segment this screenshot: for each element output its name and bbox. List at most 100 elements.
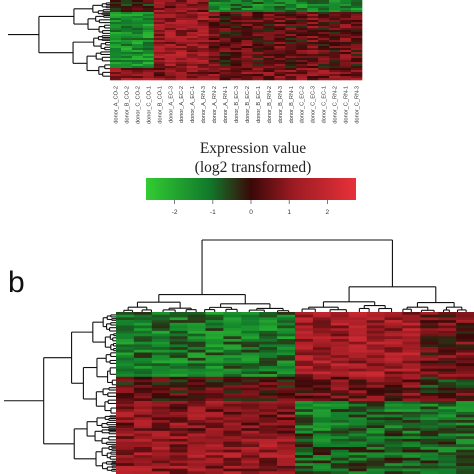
heatmap-b-cell [384, 368, 403, 372]
heatmap-a-cell [329, 52, 341, 55]
heatmap-a-cell [153, 60, 166, 63]
heatmap-b-cell [259, 344, 278, 348]
heatmap-b-cell [277, 390, 296, 394]
heatmap-a-cell [274, 32, 286, 35]
heatmap-a-cell [318, 4, 330, 7]
heatmap-b-cell [223, 390, 242, 394]
heatmap-b-cell [366, 428, 385, 432]
heatmap-b-cell [151, 422, 170, 426]
heatmap-b-cell [384, 312, 403, 315]
heatmap-b-cell [438, 441, 457, 445]
heatmap-b-cell [223, 366, 242, 369]
heatmap-b-cell [151, 455, 170, 459]
heatmap-a-cell [110, 68, 122, 71]
heatmap-a-cell [186, 0, 198, 3]
heatmap-a-cell [263, 42, 275, 45]
heatmap-b-cell [330, 433, 349, 437]
heatmap-b-cell [277, 471, 296, 474]
heatmap-b-cell [312, 320, 332, 324]
column-label: donor_B_EC-3 [234, 86, 240, 123]
heatmap-a-cell [197, 64, 209, 67]
heatmap-b-cell [438, 395, 457, 399]
heatmap-b-cell [205, 379, 224, 383]
heatmap-a-cell [263, 52, 275, 55]
heatmap-b-cell [438, 390, 457, 394]
heatmap-b-cell [259, 339, 278, 342]
heatmap-a-cell [219, 78, 231, 81]
heatmap-b-cell [205, 457, 224, 461]
heatmap-b-cell [259, 457, 278, 461]
heatmap-b-cell [366, 382, 385, 386]
heatmap-b-cell [312, 457, 332, 461]
heatmap-b-cell [151, 368, 170, 372]
heatmap-b-cell [312, 444, 332, 448]
heatmap-b-cell [456, 420, 474, 423]
heatmap-b-cell [384, 406, 403, 410]
heatmap-b-cell [402, 379, 421, 383]
heatmap-b-cell [312, 393, 332, 396]
heatmap-b-cell [277, 314, 296, 318]
heatmap-a-cell [208, 24, 220, 27]
heatmap-b-cell [187, 325, 206, 329]
column-label: donor_C_EC-1 [322, 86, 328, 123]
heatmap-a-cell [296, 52, 308, 55]
heatmap-b-cell [277, 333, 296, 337]
heatmap-b-cell [241, 312, 260, 315]
heatmap-b-cell [205, 325, 224, 329]
heatmap-b-cell [366, 444, 385, 448]
heatmap-b-cell [223, 430, 242, 434]
heatmap-a-cell [230, 2, 242, 5]
heatmap-b-cell [348, 465, 367, 469]
heatmap-a-cell [219, 48, 231, 51]
heatmap-b-cell [438, 366, 457, 369]
heatmap-a-cell [318, 56, 330, 59]
heatmap-b-cell [330, 339, 349, 342]
heatmap-b-cell [133, 355, 153, 359]
heatmap-b-cell [116, 357, 135, 361]
heatmap-a-cell [197, 18, 209, 21]
heatmap-a-cell [164, 48, 177, 51]
heatmap-b-cell [295, 333, 314, 337]
heatmap-a-cell [340, 40, 352, 43]
heatmap-b-cell [384, 393, 403, 396]
heatmap-a-cell [351, 72, 363, 75]
heatmap-b-cell [312, 463, 332, 467]
heatmap-b-cell [384, 420, 403, 423]
heatmap-a-cell [329, 30, 341, 33]
heatmap-b-cell [205, 398, 224, 402]
heatmap-a-cell [208, 64, 220, 67]
heatmap-a-cell [197, 16, 209, 19]
heatmap-b-cell [366, 403, 385, 407]
heatmap-b-cell [151, 384, 170, 388]
heatmap-b-cell [241, 344, 260, 348]
heatmap-b-cell [205, 328, 224, 332]
heatmap-a-cell [263, 40, 275, 43]
heatmap-a-cell [230, 56, 242, 59]
heatmap-a-cell [340, 76, 352, 79]
heatmap-b-cell [348, 328, 367, 332]
heatmap-b-cell [456, 352, 474, 356]
heatmap-a-cell [110, 10, 122, 13]
heatmap-a-cell [296, 20, 308, 23]
heatmap-a-cell [175, 64, 187, 67]
heatmap-a-cell [351, 78, 363, 81]
heatmap-b-cell [116, 336, 135, 340]
heatmap-b-cell [295, 465, 314, 469]
heatmap-b-cell [223, 471, 242, 474]
heatmap-a-cell [186, 8, 198, 11]
heatmap-a-cell [285, 18, 297, 21]
heatmap-b-cell [241, 355, 260, 359]
heatmap-a-cell [131, 74, 144, 77]
heatmap-a-cell [153, 50, 166, 53]
heatmap-a-cell [329, 10, 341, 13]
heatmap-b-cell [277, 465, 296, 469]
heatmap-b-cell [420, 317, 439, 321]
heatmap-a-cell [110, 40, 122, 43]
heatmap-a-cell [351, 6, 363, 9]
heatmap-b-cell [223, 444, 242, 448]
heatmap-b-cell [169, 444, 188, 448]
heatmap-a-cell [329, 48, 341, 51]
heatmap-a-cell [164, 40, 177, 43]
heatmap-b-cell [133, 411, 153, 415]
heatmap-a-cell [252, 4, 264, 7]
